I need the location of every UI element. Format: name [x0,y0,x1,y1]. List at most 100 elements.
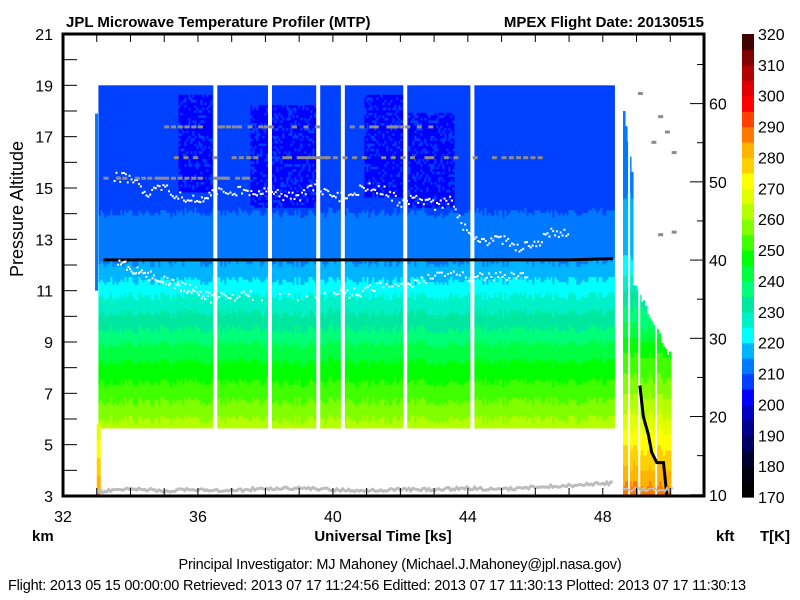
curtain-cell [494,261,497,278]
curtain-cell [166,212,169,262]
curtain-cell [200,94,203,100]
curtain-cell [122,345,125,365]
curtain-cell [276,143,279,149]
curtain-cell [424,117,427,121]
curtain-cell [108,281,111,298]
curtain-cell [256,397,259,416]
curtain-cell [208,281,211,298]
curtain-cell [420,199,423,203]
curtain-cell [416,85,419,113]
curtain-cell [164,309,167,329]
curtain-cell [631,490,634,496]
curtain-cell [382,309,385,326]
curtain-cell [466,212,469,265]
curtain-cell [188,379,191,398]
curtain-cell [224,333,227,347]
curtain-cell [631,321,634,328]
curtain-cell [450,340,453,360]
curtain-cell [635,465,638,471]
curtain-cell [280,117,283,121]
curtain-cell [502,284,505,301]
curtain-cell [416,112,419,116]
curtain-cell [394,184,397,188]
curtain-cell [382,209,385,260]
curtain-cell [374,127,377,131]
curtain-cell [294,358,297,380]
curtain-cell [420,325,423,342]
curtain-cell [274,420,277,429]
curtain-cell [562,281,565,298]
curtain-cell [116,299,119,316]
curtain-cell [566,333,569,347]
curtain-cell [300,171,303,177]
curtain-cell [262,384,265,403]
curtain-cell [380,261,383,280]
curtain-cell [394,186,397,190]
curtain-cell [256,181,259,185]
curtain-cell [442,186,445,190]
curtain-cell [140,381,143,401]
curtain-cell [378,117,381,131]
curtain-cell [388,94,391,103]
curtain-cell [446,161,449,165]
curtain-cell [294,125,297,134]
curtain-cell [488,312,491,331]
curtain-cell [623,213,626,220]
curtain-cell [508,294,511,313]
curtain-cell [364,402,367,421]
curtain-cell [568,358,571,380]
curtain-cell [344,297,347,316]
curtain-cell [188,258,191,278]
curtain-cell [396,96,399,100]
curtain-cell [408,117,411,126]
curtain-cell [314,315,317,331]
curtain-cell [432,171,435,175]
curtain-cell [142,363,145,385]
curtain-cell [606,327,609,342]
curtain-cell [348,294,351,313]
curtain-cell [500,85,503,211]
curtain-cell [160,258,163,278]
curtain-cell [384,333,387,347]
curtain-cell [424,417,427,429]
curtain-cell [154,327,157,344]
curtain-cell [576,214,579,267]
curtain-cell [633,316,636,322]
curtain-cell [234,85,237,213]
curtain-cell [160,379,163,398]
curtain-cell [564,85,567,213]
curtain-cell [370,150,373,154]
curtain-cell [102,343,105,362]
curtain-cell [526,363,529,385]
curtain-cell [516,209,519,260]
curtain-cell [110,415,113,429]
curtain-cell [254,199,257,203]
curtain-cell [384,171,387,175]
curtain-cell [140,361,143,383]
curtain-cell [506,85,509,216]
curtain-cell [430,402,433,421]
curtain-cell [240,209,243,262]
curtain-cell [374,119,377,126]
curtain-cell [448,191,451,198]
curtain-cell [110,209,113,260]
curtain-cell [180,399,183,419]
curtain-cell [168,212,171,265]
curtain-cell [276,279,279,296]
curtain-cell [444,345,447,365]
curtain-cell [290,281,293,298]
curtain-cell [596,263,599,283]
curtain-cell [300,130,303,134]
curtain-cell [280,104,283,116]
curtain-cell [374,166,377,170]
curtain-cell [266,338,269,357]
curtain-cell [629,229,632,235]
curtain-cell [312,212,315,262]
curtain-cell [416,379,419,398]
curtain-cell [372,150,375,167]
curtain-cell [330,397,333,416]
curtain-cell [312,127,315,134]
curtain-cell [410,358,413,380]
curtain-cell [420,153,423,165]
curtain-cell [312,343,315,362]
